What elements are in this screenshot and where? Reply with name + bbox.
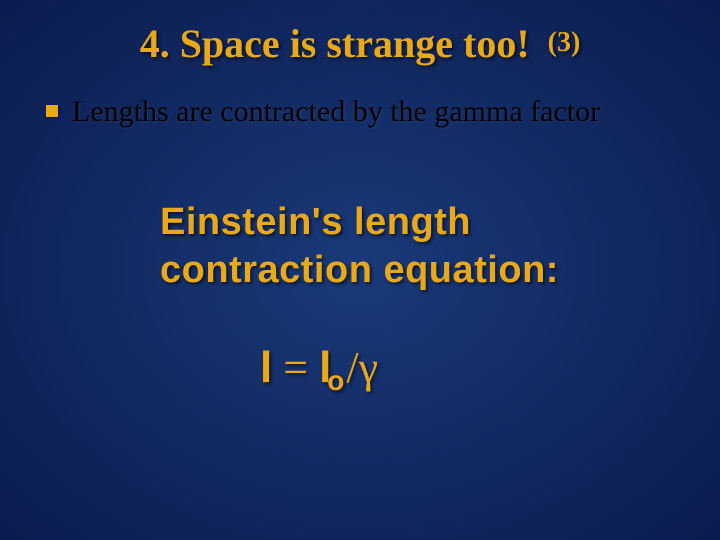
- bullet-text: Lengths are contracted by the gamma fact…: [72, 95, 600, 128]
- eq-l-left: l: [260, 343, 272, 392]
- bullet-row: Lengths are contracted by the gamma fact…: [0, 95, 720, 129]
- equation: l = lo/γ: [260, 343, 378, 392]
- subheading-block: Einstein's length contraction equation:: [0, 199, 720, 294]
- eq-subscript-o: o: [327, 365, 344, 396]
- eq-gamma: γ: [359, 343, 378, 392]
- subheading-line1: Einstein's length: [160, 199, 640, 247]
- slide-title-row: 4. Space is strange too! (3): [0, 0, 720, 67]
- subheading-line2: contraction equation:: [160, 247, 640, 295]
- eq-slash: /: [346, 343, 358, 392]
- slide-title-suffix: (3): [548, 27, 581, 58]
- bullet-square-icon: [46, 105, 58, 117]
- equation-row: l = lo/γ: [0, 342, 720, 397]
- slide-title-main: 4. Space is strange too!: [140, 21, 530, 66]
- eq-equals: =: [272, 343, 319, 392]
